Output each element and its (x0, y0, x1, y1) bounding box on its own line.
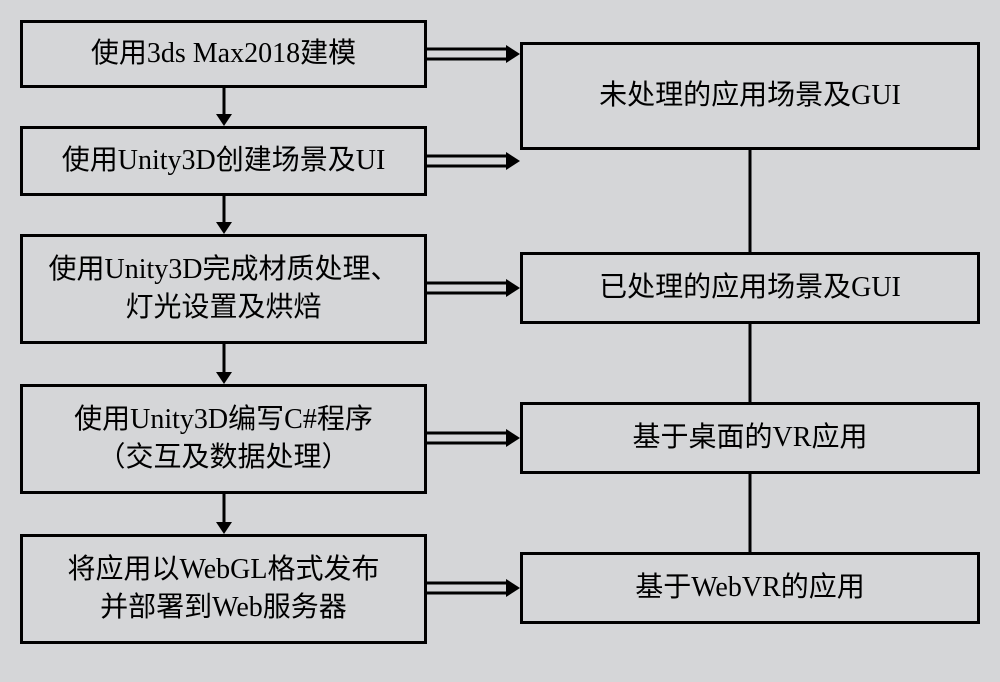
darrow-L3-R2 (427, 270, 520, 306)
node-R1: 未处理的应用场景及GUI (520, 42, 980, 150)
node-L3: 使用Unity3D完成材质处理、灯光设置及烘焙 (20, 234, 427, 344)
node-L4: 使用Unity3D编写C#程序（交互及数据处理） (20, 384, 427, 494)
node-L5: 将应用以WebGL格式发布并部署到Web服务器 (20, 534, 427, 644)
node-label: 使用Unity3D创建场景及UI (62, 142, 386, 180)
arrow-L1-L2 (204, 88, 244, 126)
darrow-L5-R4 (427, 570, 520, 606)
arrow-L4-L5 (204, 494, 244, 534)
conn-R1-R2 (745, 150, 755, 252)
node-label: 基于WebVR的应用 (635, 569, 865, 607)
node-L1: 使用3ds Max2018建模 (20, 20, 427, 88)
node-label: 已处理的应用场景及GUI (599, 269, 901, 307)
node-R2: 已处理的应用场景及GUI (520, 252, 980, 324)
flowchart-canvas: 使用3ds Max2018建模使用Unity3D创建场景及UI 使用Unity3D… (0, 0, 1000, 682)
node-label: 基于桌面的VR应用 (633, 419, 868, 457)
arrow-L3-L4 (204, 344, 244, 384)
node-label: 使用3ds Max2018建模 (91, 35, 356, 73)
darrow-L4-R3 (427, 420, 520, 456)
darrow-L2-R1 (427, 143, 520, 179)
node-R3: 基于桌面的VR应用 (520, 402, 980, 474)
darrow-L1-R1 (427, 36, 520, 72)
conn-R2-R3 (745, 324, 755, 402)
node-label: 将应用以WebGL格式发布并部署到Web服务器 (68, 551, 380, 627)
node-label: 使用Unity3D完成材质处理、灯光设置及烘焙 (48, 251, 398, 327)
arrow-L2-L3 (204, 196, 244, 234)
conn-R3-R4 (745, 474, 755, 552)
node-L2: 使用Unity3D创建场景及UI (20, 126, 427, 196)
node-label: 使用Unity3D编写C#程序（交互及数据处理） (74, 401, 373, 477)
node-label: 未处理的应用场景及GUI (599, 77, 901, 115)
node-R4: 基于WebVR的应用 (520, 552, 980, 624)
